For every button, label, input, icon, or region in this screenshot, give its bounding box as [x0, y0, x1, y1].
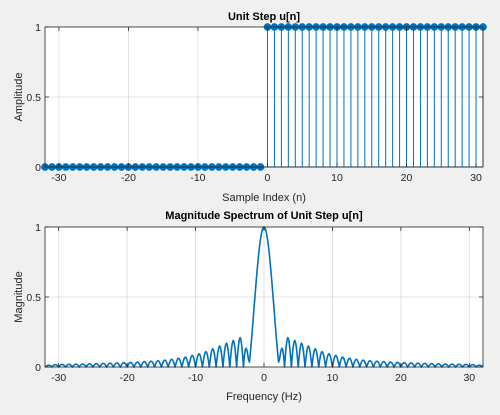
x-tick-label: 30 [470, 172, 482, 184]
x-tick-label: 0 [265, 172, 271, 184]
y-tick-label: 0.5 [26, 292, 41, 304]
spectrum-title: Magnitude Spectrum of Unit Step u[n] [165, 210, 363, 222]
spectrum-ylabel: Magnitude [13, 271, 25, 322]
unit-step-title: Unit Step u[n] [228, 11, 300, 23]
unit-step-xlabel: Sample Index (n) [222, 192, 306, 204]
x-tick-label: -30 [51, 372, 66, 384]
y-tick-label: 1 [35, 222, 41, 234]
x-tick-label: 0 [261, 372, 267, 384]
x-tick-label: 30 [463, 372, 475, 384]
x-tick-label: 10 [327, 372, 339, 384]
x-tick-label: 10 [331, 172, 343, 184]
x-tick-label: -10 [188, 372, 203, 384]
unit-step-axes: -30 -20 -10 0 10 20 30 0 0.5 1 Unit Step u[n] Sam… [13, 11, 487, 204]
spectrum-xlabel: Frequency (Hz) [226, 391, 302, 403]
unit-step-ticks: -30 -20 -10 0 10 20 30 0 0.5 1 [26, 22, 483, 184]
x-tick-label: 20 [401, 172, 413, 184]
x-tick-label: 20 [395, 372, 407, 384]
x-tick-label: -20 [121, 172, 136, 184]
x-tick-label: -10 [190, 172, 205, 184]
spectrum-axes: -30 -20 -10 0 10 20 30 0 0.5 1 Magnitude Spectrum… [13, 210, 484, 403]
unit-step-ylabel: Amplitude [13, 73, 25, 122]
spectrum-ticks: -30 -20 -10 0 10 20 30 0 0.5 1 [26, 222, 483, 384]
x-tick-label: -30 [51, 172, 66, 184]
y-tick-label: 1 [35, 22, 41, 34]
y-tick-label: 0.5 [26, 92, 41, 104]
y-tick-label: 0 [35, 362, 41, 374]
x-tick-label: -20 [120, 372, 135, 384]
y-tick-label: 0 [35, 162, 41, 174]
unit-step-stems [45, 27, 484, 168]
